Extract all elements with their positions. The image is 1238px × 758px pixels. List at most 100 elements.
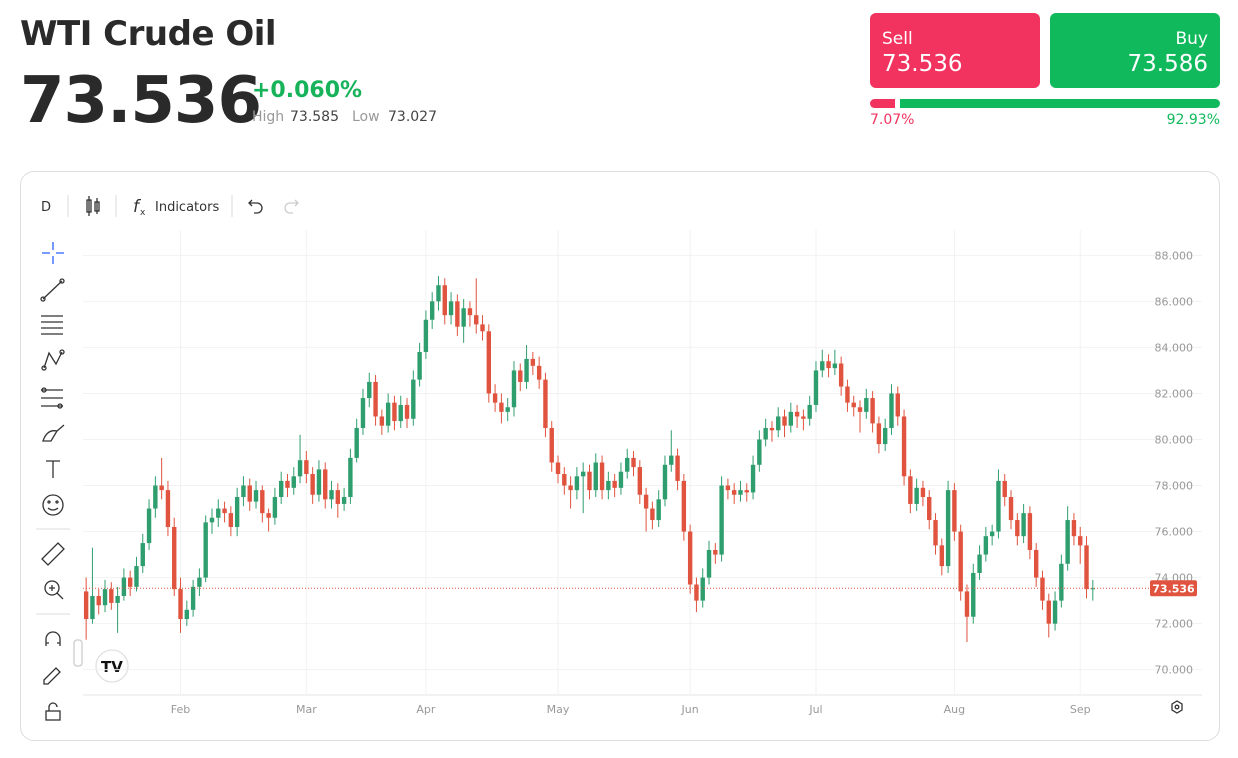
interval-button[interactable]: D <box>41 200 51 215</box>
candle-body <box>96 596 101 606</box>
candle-body <box>524 358 529 382</box>
candle-body <box>159 485 164 491</box>
candle-body <box>304 460 309 475</box>
candle-body <box>713 549 718 555</box>
price-badge <box>1150 580 1197 597</box>
x-tick-label: Sep <box>1070 703 1091 716</box>
buy-share <box>899 99 1220 108</box>
y-tick-label: 78.000 <box>1155 480 1194 493</box>
candle-body <box>776 416 781 431</box>
candle-body <box>700 577 705 601</box>
svg-text:TV: TV <box>101 658 123 676</box>
candle-body <box>769 427 775 431</box>
y-tick-label: 80.000 <box>1155 433 1194 446</box>
candle-body <box>247 485 252 502</box>
candle-body <box>782 416 787 426</box>
candle-body <box>889 393 894 428</box>
candle-body <box>914 487 919 504</box>
candle-body <box>297 460 303 477</box>
sell-label: Sell <box>882 29 913 49</box>
candle-body <box>109 589 114 603</box>
candle-body <box>411 379 416 419</box>
x-tick-label: Apr <box>416 703 436 716</box>
buy-button[interactable]: Buy 73.586 <box>1050 13 1220 88</box>
candle-body <box>178 589 183 620</box>
candle-body <box>492 393 498 403</box>
candle-body <box>882 427 888 445</box>
x-tick-label: Jul <box>808 703 822 716</box>
candle-body <box>385 402 391 426</box>
candle-body <box>1052 600 1058 624</box>
candle-body <box>486 331 492 394</box>
candle-body <box>983 536 989 555</box>
candle-body <box>750 464 756 493</box>
x-tick-label: Mar <box>296 703 317 716</box>
x-tick-label: Jun <box>681 703 699 716</box>
candle-body <box>543 379 548 428</box>
settings-button[interactable] <box>1171 700 1183 714</box>
candle-body <box>958 531 963 592</box>
candle-body <box>813 370 819 405</box>
price-badge-label: 73.536 <box>1152 582 1195 595</box>
chart-card <box>20 171 1220 741</box>
candle-body <box>574 476 580 491</box>
candle-body <box>392 402 397 422</box>
candle-body <box>341 497 347 504</box>
candle-body <box>455 301 460 327</box>
candle-body <box>1040 577 1045 601</box>
candle-body <box>820 361 825 371</box>
sell-button[interactable]: Sell 73.536 <box>870 13 1040 88</box>
candle-body <box>618 471 624 488</box>
candle-body <box>234 497 240 527</box>
candle-body <box>763 427 768 440</box>
candle-body <box>505 407 510 412</box>
candle-body <box>794 411 800 417</box>
candle-body <box>1015 520 1020 537</box>
candle-body <box>939 545 945 567</box>
candle-body <box>706 549 712 578</box>
low-label: Low <box>352 109 380 125</box>
candle-body <box>115 596 120 603</box>
candle-body <box>190 586 196 610</box>
candle-body <box>146 508 152 544</box>
candle-body <box>197 577 202 587</box>
candle-body <box>606 480 611 491</box>
candle-body <box>845 386 850 403</box>
candle-body <box>788 411 794 426</box>
indicators-button[interactable]: Indicators <box>155 200 219 215</box>
y-tick-label: 88.000 <box>1155 249 1194 262</box>
candle-body <box>826 361 831 369</box>
buy-price: 73.586 <box>1127 51 1208 77</box>
candle-body <box>354 427 359 458</box>
candle-body <box>738 490 743 495</box>
candle-body <box>102 589 108 606</box>
candle-body <box>448 301 454 316</box>
redo-button[interactable] <box>284 199 299 214</box>
x-tick-label: Aug <box>944 703 965 716</box>
candle-body <box>323 469 328 500</box>
candle-body <box>379 416 385 426</box>
candle-body <box>662 464 668 500</box>
candle-body <box>731 490 737 495</box>
candle-body <box>857 407 863 412</box>
candle-body <box>278 480 284 498</box>
y-tick-label: 86.000 <box>1155 295 1194 308</box>
candle-body <box>870 398 875 424</box>
candle-body <box>241 485 246 498</box>
candle-body <box>222 508 227 514</box>
candle-body <box>744 490 749 493</box>
candle-body <box>310 474 315 495</box>
undo-button[interactable] <box>248 199 263 214</box>
x-tick-label: May <box>547 703 570 716</box>
candle-body <box>348 457 353 498</box>
candle-body <box>480 324 485 332</box>
instrument-title: WTI Crude Oil <box>20 14 277 54</box>
candle-body <box>316 469 322 495</box>
candle-body <box>625 457 630 472</box>
candle-body <box>442 285 447 316</box>
x-tick-label: Feb <box>171 703 190 716</box>
y-tick-label: 70.000 <box>1155 664 1194 677</box>
candle-body <box>367 381 372 399</box>
